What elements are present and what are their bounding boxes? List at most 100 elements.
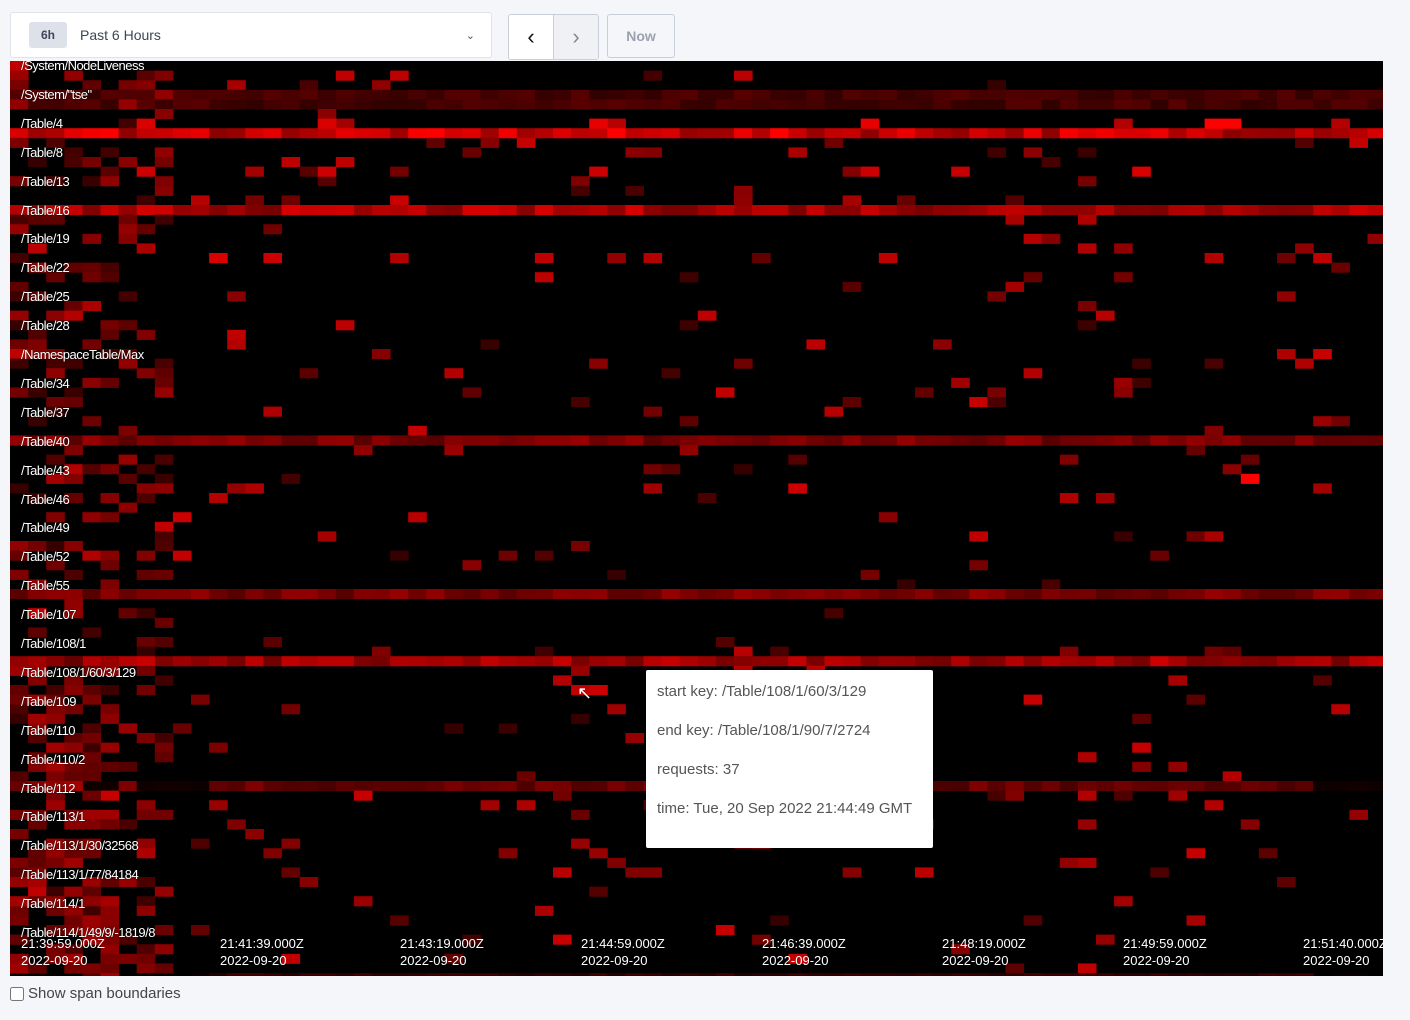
heatmap-cell	[28, 896, 47, 907]
heatmap-cell	[28, 848, 47, 859]
time-range-label: Past 6 Hours	[80, 27, 161, 43]
heatmap-cell	[136, 550, 156, 561]
tooltip: start key: /Table/108/1/60/3/129 end key:…	[646, 670, 933, 848]
heatmap-cell	[842, 166, 862, 177]
heatmap-cell	[625, 733, 644, 744]
next-button[interactable]: ›	[554, 15, 598, 59]
heatmap-cell	[136, 848, 156, 859]
heatmap-cell	[661, 435, 681, 446]
heatmap-cell	[1005, 99, 1025, 110]
heatmap-cell	[28, 723, 47, 734]
heatmap-cell	[534, 89, 554, 100]
heatmap-cell	[770, 205, 789, 216]
time-range-select[interactable]: 6h Past 6 Hours ⌄	[10, 12, 492, 58]
heatmap-cell	[82, 896, 101, 907]
heatmap-cell	[10, 896, 29, 907]
previous-button[interactable]: ‹	[509, 15, 554, 59]
heatmap-cell	[1295, 973, 1314, 976]
heatmap-cell	[100, 579, 120, 590]
heatmap-cell	[1204, 425, 1224, 436]
heatmap-cell	[1041, 973, 1061, 976]
heatmap-cell	[498, 723, 518, 734]
heatmap-cell	[1041, 589, 1061, 600]
heatmap-cell	[390, 195, 409, 206]
heatmap-cell	[1258, 656, 1278, 667]
heatmap-cell	[136, 944, 156, 955]
heatmap-cell	[245, 89, 264, 100]
key-visualizer-heatmap[interactable]: /System/NodeLiveness/System/"tse" /Table/…	[10, 61, 1383, 976]
heatmap-cell	[82, 272, 101, 283]
heatmap-cell	[661, 205, 681, 216]
heatmap-cell	[571, 205, 590, 216]
heatmap-cell	[1168, 790, 1187, 801]
heatmap-cell	[64, 656, 83, 667]
heatmap-cell	[1186, 694, 1206, 705]
heatmap-cell	[1150, 435, 1169, 446]
key-label: /Table/25	[21, 289, 70, 305]
show-span-boundaries[interactable]: Show span boundaries	[10, 985, 181, 1002]
heatmap-cell	[589, 685, 608, 696]
time-tick: 21:39:59.000Z 2022-09-20	[21, 935, 105, 969]
heatmap-cell	[896, 973, 916, 976]
heatmap-cell	[426, 435, 445, 446]
heatmap-cell	[28, 387, 47, 398]
heatmap-cell	[1222, 771, 1242, 782]
heatmap-cell	[969, 435, 988, 446]
heatmap-cell	[553, 128, 572, 139]
heatmap-cell	[10, 953, 29, 964]
heatmap-cell	[951, 944, 970, 955]
heatmap-cell	[1313, 89, 1332, 100]
heatmap-cell	[28, 781, 47, 792]
heatmap-cell	[752, 89, 771, 100]
heatmap-cell	[118, 358, 138, 369]
heatmap-cell	[444, 656, 463, 667]
heatmap-cell	[317, 973, 337, 976]
heatmap-cell	[28, 214, 47, 225]
heatmap-cell	[534, 272, 554, 283]
heatmap-cell	[933, 435, 952, 446]
heatmap-cell	[390, 973, 409, 976]
heatmap-cell	[1077, 790, 1097, 801]
heatmap-cell	[335, 973, 355, 976]
heatmap-cell	[136, 589, 156, 600]
heatmap-cell	[245, 195, 264, 206]
show-span-boundaries-checkbox[interactable]	[10, 986, 24, 1001]
heatmap-cell	[1077, 963, 1097, 974]
heatmap-cell	[553, 589, 572, 600]
heatmap-cell	[534, 128, 554, 139]
heatmap-cell	[534, 781, 554, 792]
heatmap-cell	[28, 761, 47, 772]
heatmap-cell	[82, 80, 101, 91]
heatmap-cell	[64, 301, 83, 312]
heatmap-cell	[1240, 819, 1260, 830]
heatmap-cell	[534, 656, 554, 667]
heatmap-cell	[896, 656, 916, 667]
heatmap-cell	[209, 435, 228, 446]
heatmap-cell	[1240, 99, 1260, 110]
heatmap-cell	[353, 790, 373, 801]
time-range-badge: 6h	[29, 22, 67, 48]
now-button[interactable]: Now	[607, 14, 675, 58]
heatmap-cell	[444, 368, 463, 379]
heatmap-cell	[100, 790, 120, 801]
heatmap-cell	[553, 973, 572, 976]
heatmap-cell	[28, 205, 47, 216]
heatmap-cell	[245, 128, 264, 139]
heatmap-cell	[607, 656, 626, 667]
heatmap-cell	[100, 925, 120, 936]
heatmap-cell	[154, 637, 174, 648]
heatmap-cell	[480, 99, 500, 110]
heatmap-cell	[82, 377, 101, 388]
heatmap-cell	[589, 128, 608, 139]
heatmap-cell	[951, 166, 970, 177]
heatmap-cell	[842, 281, 862, 292]
heatmap-cell	[10, 713, 29, 724]
time-tick-time: 21:43:19.000Z	[400, 936, 484, 951]
heatmap-cell	[444, 128, 463, 139]
heatmap-cell	[1023, 89, 1043, 100]
heatmap-cell	[46, 406, 65, 417]
heatmap-cell	[64, 675, 83, 686]
heatmap-cell	[46, 713, 65, 724]
heatmap-cell	[1331, 781, 1350, 792]
heatmap-cell	[1277, 89, 1296, 100]
